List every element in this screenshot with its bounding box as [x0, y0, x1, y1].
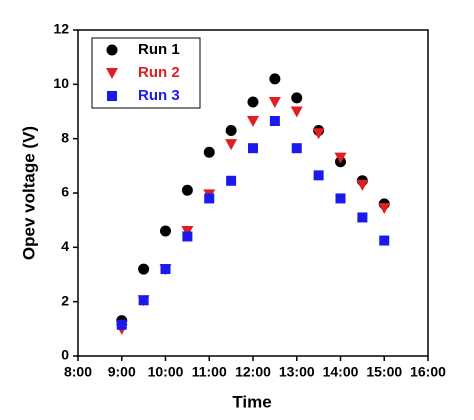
point — [269, 116, 280, 127]
point — [160, 225, 171, 237]
point — [225, 139, 238, 151]
point — [378, 202, 391, 214]
x-tick-label: 11:00 — [192, 364, 227, 380]
point — [335, 193, 346, 204]
x-tick-label: 8:00 — [64, 364, 92, 380]
y-axis-label: Opev voltage (V) — [19, 126, 38, 260]
point — [313, 170, 324, 181]
point — [291, 143, 302, 154]
y-tick-label: 8 — [61, 129, 69, 145]
point — [138, 263, 150, 275]
point — [160, 264, 171, 275]
x-tick-label: 12:00 — [235, 364, 271, 380]
point — [290, 106, 303, 118]
point — [268, 96, 281, 108]
point — [357, 212, 368, 223]
point — [225, 125, 237, 137]
x-axis-label: Time — [232, 392, 271, 411]
point — [181, 184, 193, 196]
point — [269, 73, 281, 85]
y-tick-label: 12 — [53, 21, 69, 37]
x-tick-label: 16:00 — [410, 364, 446, 380]
y-tick-label: 4 — [61, 238, 69, 254]
legend-label: Run 1 — [138, 41, 180, 58]
point — [247, 116, 259, 128]
x-tick-label: 14:00 — [323, 364, 359, 380]
y-tick-label: 0 — [61, 347, 69, 363]
x-tick-label: 10:00 — [148, 364, 184, 380]
x-tick-label: 15:00 — [366, 364, 402, 380]
legend-marker — [106, 44, 118, 56]
point — [226, 175, 237, 186]
point — [204, 193, 215, 204]
point — [138, 295, 149, 306]
y-tick-label: 2 — [61, 292, 69, 308]
point — [247, 96, 259, 108]
point — [182, 231, 193, 242]
legend-marker — [106, 68, 118, 79]
legend-label: Run 3 — [138, 87, 180, 104]
legend-label: Run 2 — [138, 64, 180, 81]
x-tick-label: 9:00 — [108, 364, 136, 380]
point — [203, 146, 215, 158]
point — [116, 319, 127, 330]
point — [379, 235, 390, 246]
point — [334, 152, 347, 164]
point — [312, 128, 325, 140]
y-tick-label: 6 — [61, 184, 69, 200]
y-tick-label: 10 — [53, 75, 69, 91]
point — [356, 179, 369, 191]
legend-marker — [107, 91, 117, 101]
point — [291, 92, 303, 104]
point — [248, 143, 258, 154]
x-tick-label: 13:00 — [279, 364, 315, 380]
